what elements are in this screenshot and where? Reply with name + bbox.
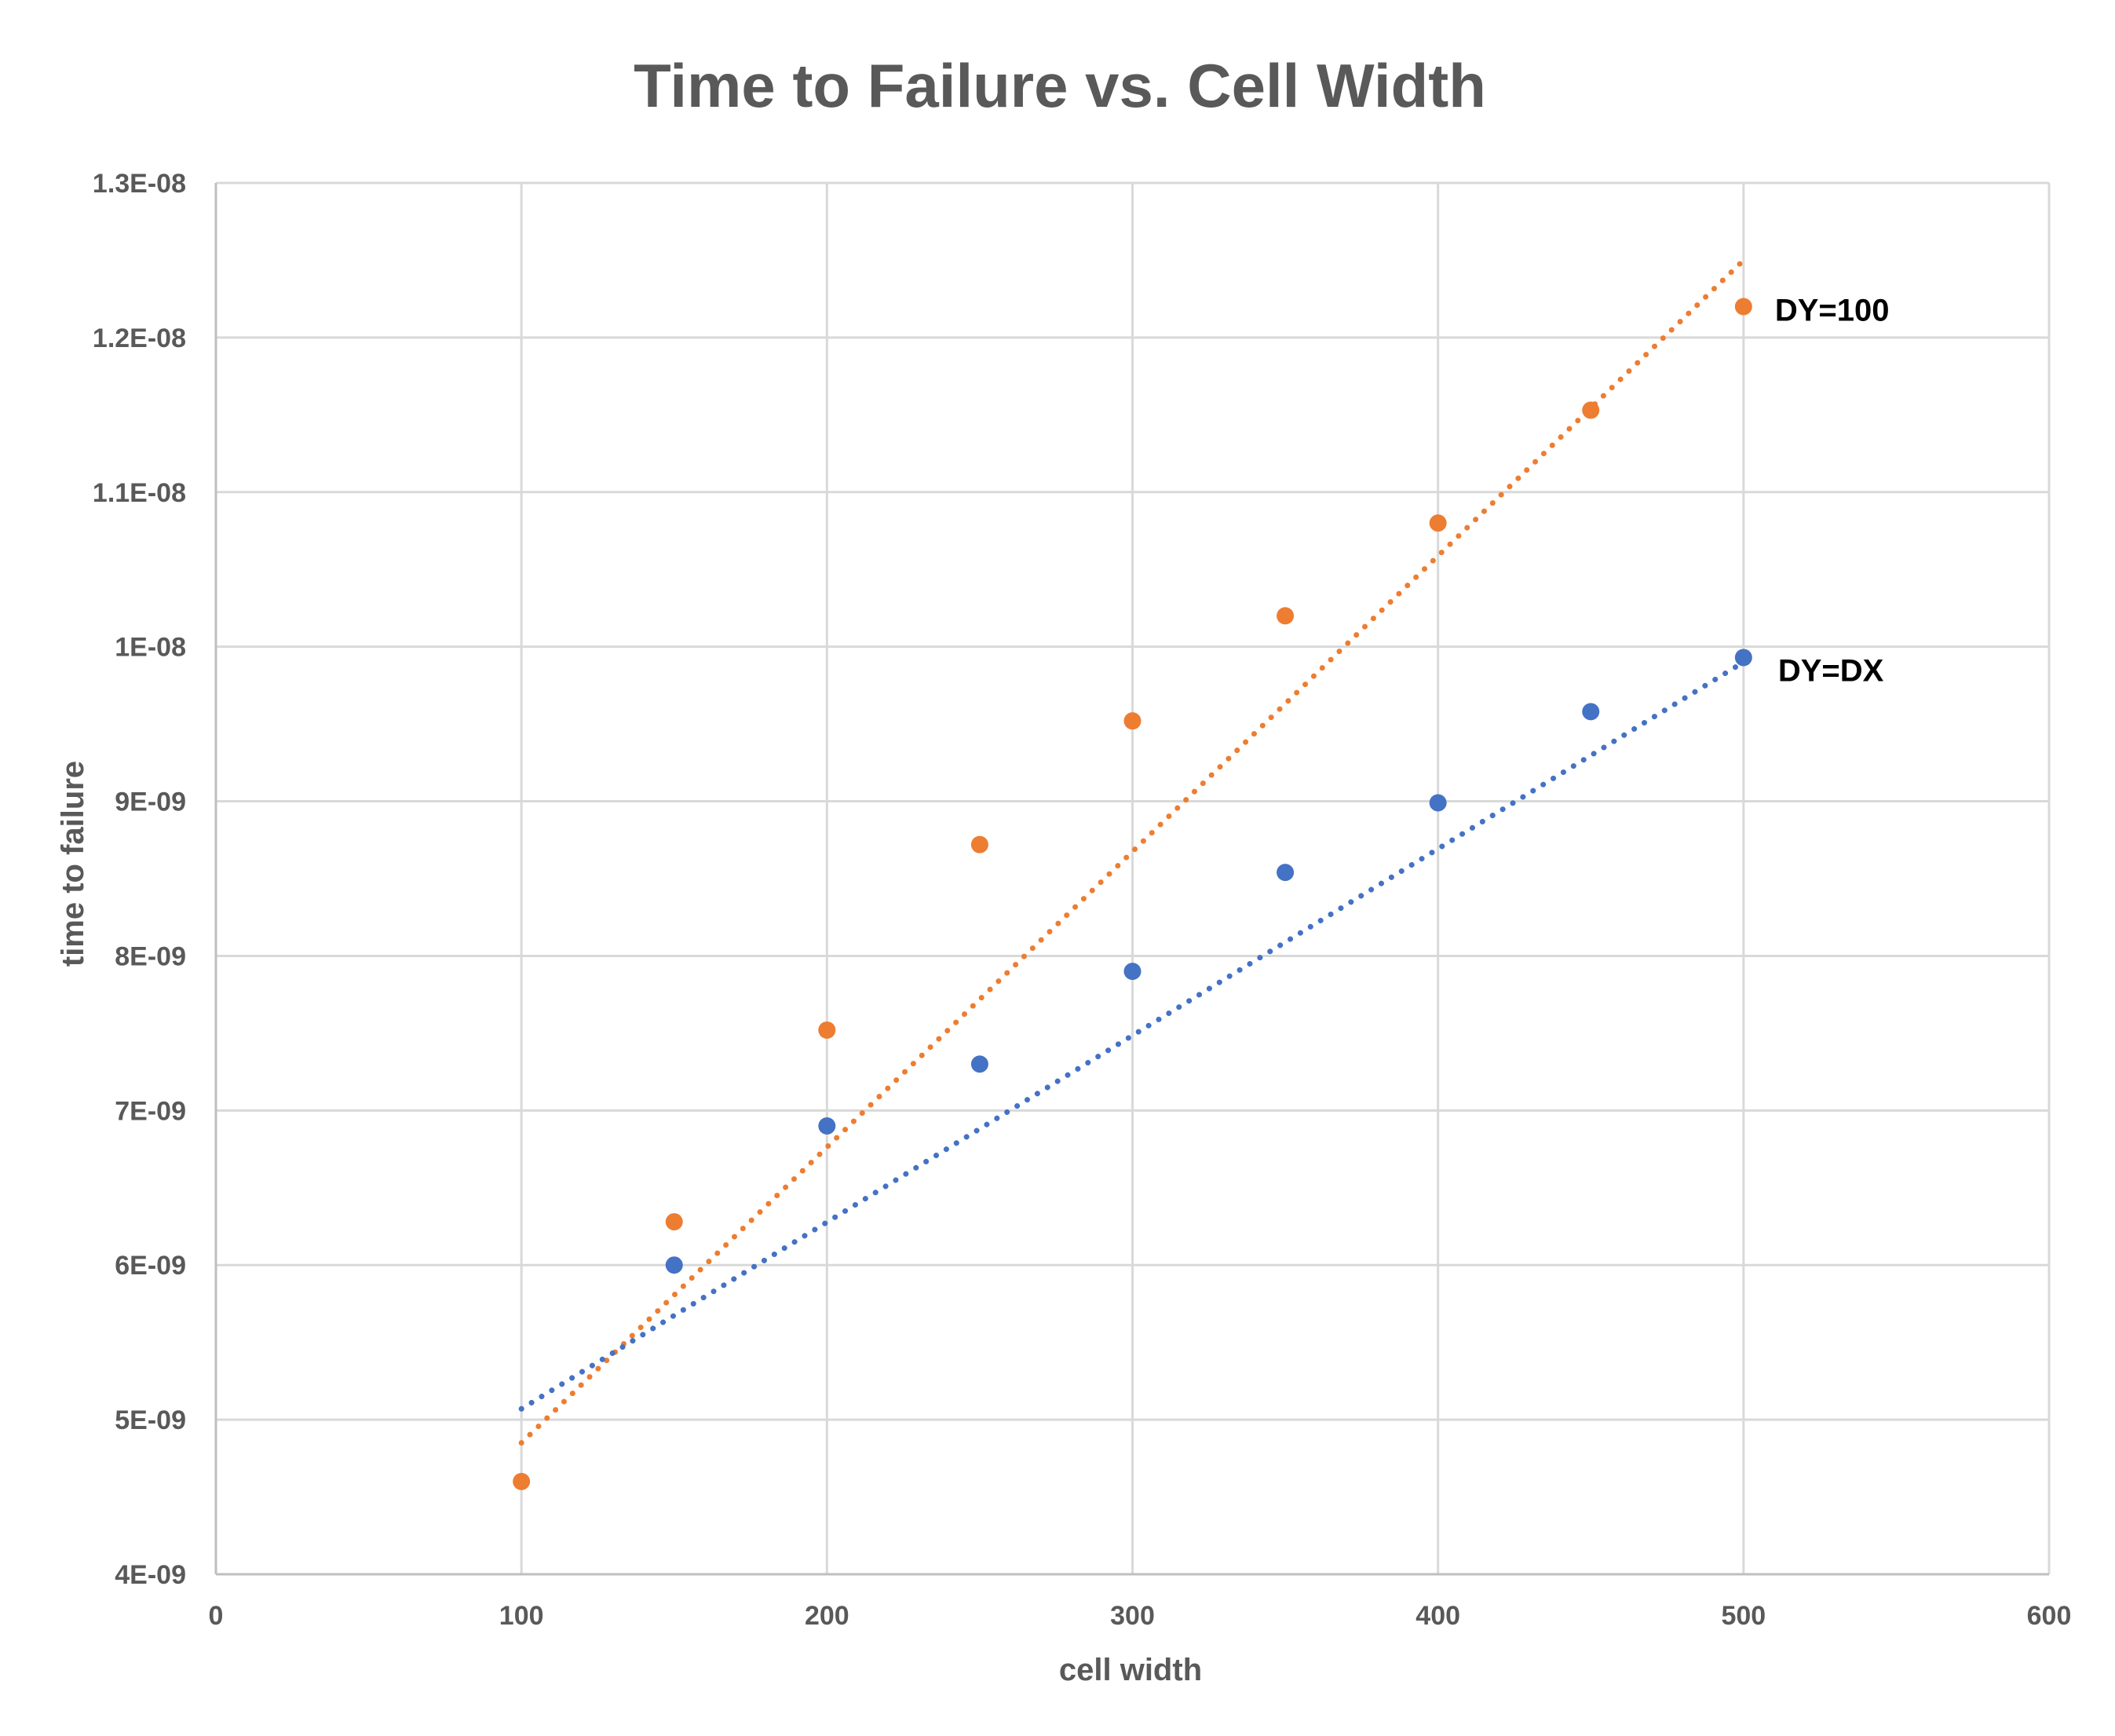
x-tick-label: 600 [2027,1601,2072,1631]
y-axis-label: time to failure [56,761,90,967]
y-axis-ticks: 4E-09 5E-09 6E-09 7E-09 8E-09 9E-09 1E-08 1.1E-… [93,169,186,1590]
data-point-dy-100 [1734,298,1752,316]
data-point-dy-100 [970,835,988,853]
x-axis-label: cell width [1059,1653,1202,1687]
data-point-dy-dx [1582,703,1600,721]
series-labels: DY=100 DY=DX [1775,294,1890,689]
y-tick-label: 1.3E-08 [93,169,186,199]
y-tick-label: 6E-09 [115,1251,186,1281]
y-tick-label: 1.1E-08 [93,478,186,508]
trendline-dy-100 [518,257,1747,1446]
x-tick-label: 300 [1110,1601,1155,1631]
chart-title: Time to Failure vs. Cell Width [634,51,1486,120]
data-point-dy-100 [513,1472,531,1490]
data-points [513,298,1752,1490]
y-tick-label: 4E-09 [115,1560,186,1590]
data-point-dy-100 [665,1213,683,1231]
trendlines [518,257,1747,1446]
data-point-dy-100 [1123,712,1142,730]
data-point-dy-100 [1277,607,1295,625]
data-point-dy-dx [818,1117,836,1135]
data-point-dy-dx [1734,649,1752,667]
y-tick-label: 8E-09 [115,941,186,971]
y-tick-label: 5E-09 [115,1405,186,1435]
x-tick-label: 200 [805,1601,849,1631]
data-point-dy-100 [818,1021,836,1039]
series-label-dy-dx: DY=DX [1778,653,1884,688]
x-tick-label: 500 [1721,1601,1766,1631]
data-point-dy-dx [1123,963,1142,981]
y-tick-label: 1.2E-08 [93,323,186,353]
gridlines [216,181,2051,1574]
data-point-dy-dx [1429,794,1447,812]
trendline-dy-dx [518,659,1747,1412]
y-tick-label: 9E-09 [115,788,186,817]
data-point-dy-dx [970,1055,988,1073]
data-point-dy-dx [1277,864,1295,882]
x-tick-label: 0 [209,1601,224,1631]
y-tick-label: 1E-08 [115,633,186,663]
data-point-dy-100 [1429,514,1447,532]
data-point-dy-100 [1582,401,1600,419]
axes [214,183,2049,1576]
x-tick-label: 400 [1415,1601,1460,1631]
series-label-dy-100: DY=100 [1775,294,1890,328]
x-tick-label: 100 [499,1601,544,1631]
x-axis-ticks: 0 100 200 300 400 500 600 [209,1601,2072,1631]
y-tick-label: 7E-09 [115,1096,186,1126]
data-point-dy-dx [665,1256,683,1274]
